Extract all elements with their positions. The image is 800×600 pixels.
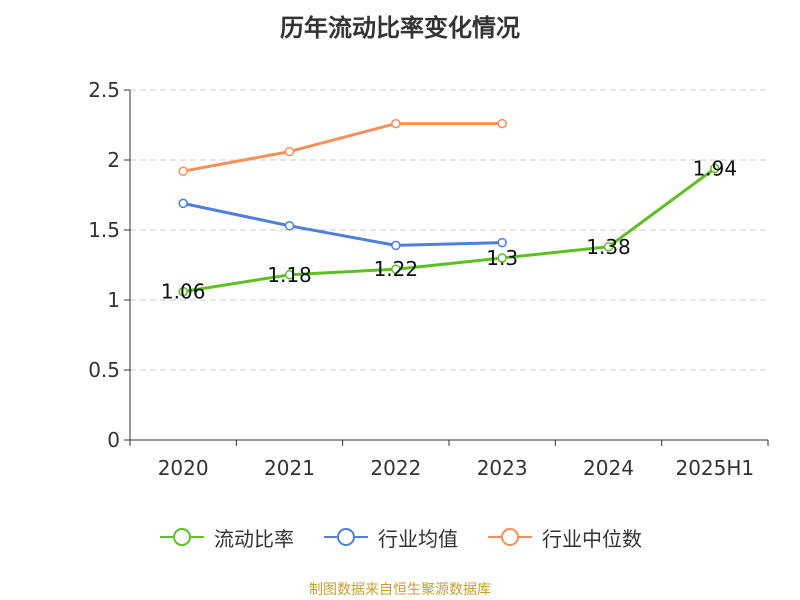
grid-lines <box>130 89 768 371</box>
series-line <box>182 122 503 173</box>
data-point <box>178 286 188 297</box>
legend: 流动比率 行业均值 行业中位数 <box>0 520 800 554</box>
data-label: 1.22 <box>374 257 419 281</box>
data-point <box>391 118 401 129</box>
x-tick-label: 2023 <box>477 456 528 480</box>
data-point <box>497 237 507 248</box>
data-label: 1.18 <box>267 263 312 287</box>
series-line <box>182 167 716 294</box>
y-axis-ticks: 0 0.5 1 1.5 2 2.5 <box>88 78 130 452</box>
chart-title: 历年流动比率变化情况 <box>280 14 520 42</box>
legend-label: 行业均值 <box>378 526 458 551</box>
y-tick-label: 2.5 <box>88 78 120 102</box>
series-line <box>182 201 503 247</box>
data-label: 1.94 <box>693 156 738 180</box>
legend-label: 流动比率 <box>214 526 294 551</box>
data-label: 1.3 <box>486 246 518 270</box>
legend-line-circle-icon <box>488 528 532 546</box>
data-point <box>178 198 188 209</box>
data-label: 1.38 <box>586 235 631 259</box>
data-labels: 1.06 1.18 1.22 1.3 1.38 1.94 <box>161 156 737 303</box>
data-point <box>391 264 401 274</box>
data-point <box>284 221 295 231</box>
legend-item[interactable]: 行业中位数 <box>486 523 642 552</box>
data-point <box>497 253 507 263</box>
y-tick-label: 1.5 <box>88 218 120 242</box>
legend-line-circle-icon <box>324 528 368 546</box>
data-point <box>603 242 614 252</box>
x-axis-ticks: 2020 2021 2022 2023 2024 2025H1 <box>129 440 769 480</box>
y-tick-label: 0.5 <box>88 358 120 382</box>
series-points <box>178 118 720 297</box>
data-point <box>497 118 507 129</box>
legend-item[interactable]: 流动比率 <box>158 523 294 552</box>
x-tick-label: 2022 <box>370 456 421 480</box>
data-label: 1.06 <box>161 280 206 304</box>
x-tick-label: 2021 <box>264 456 315 480</box>
data-point <box>178 166 188 176</box>
data-point <box>710 163 720 174</box>
y-tick-label: 2 <box>107 148 120 172</box>
series-lines <box>182 122 716 294</box>
data-point <box>391 240 401 251</box>
legend-item[interactable]: 行业均值 <box>322 523 458 552</box>
data-point <box>284 270 295 280</box>
x-tick-label: 2020 <box>158 456 209 480</box>
x-tick-label: 2024 <box>583 456 634 480</box>
x-tick-label: 2025H1 <box>675 456 754 480</box>
legend-line-circle-icon <box>160 528 204 546</box>
y-tick-label: 0 <box>107 428 120 452</box>
data-point <box>284 146 295 157</box>
y-tick-label: 1 <box>107 288 120 312</box>
source-note: 制图数据来自恒生聚源数据库 <box>309 582 491 598</box>
legend-label: 行业中位数 <box>542 526 642 551</box>
